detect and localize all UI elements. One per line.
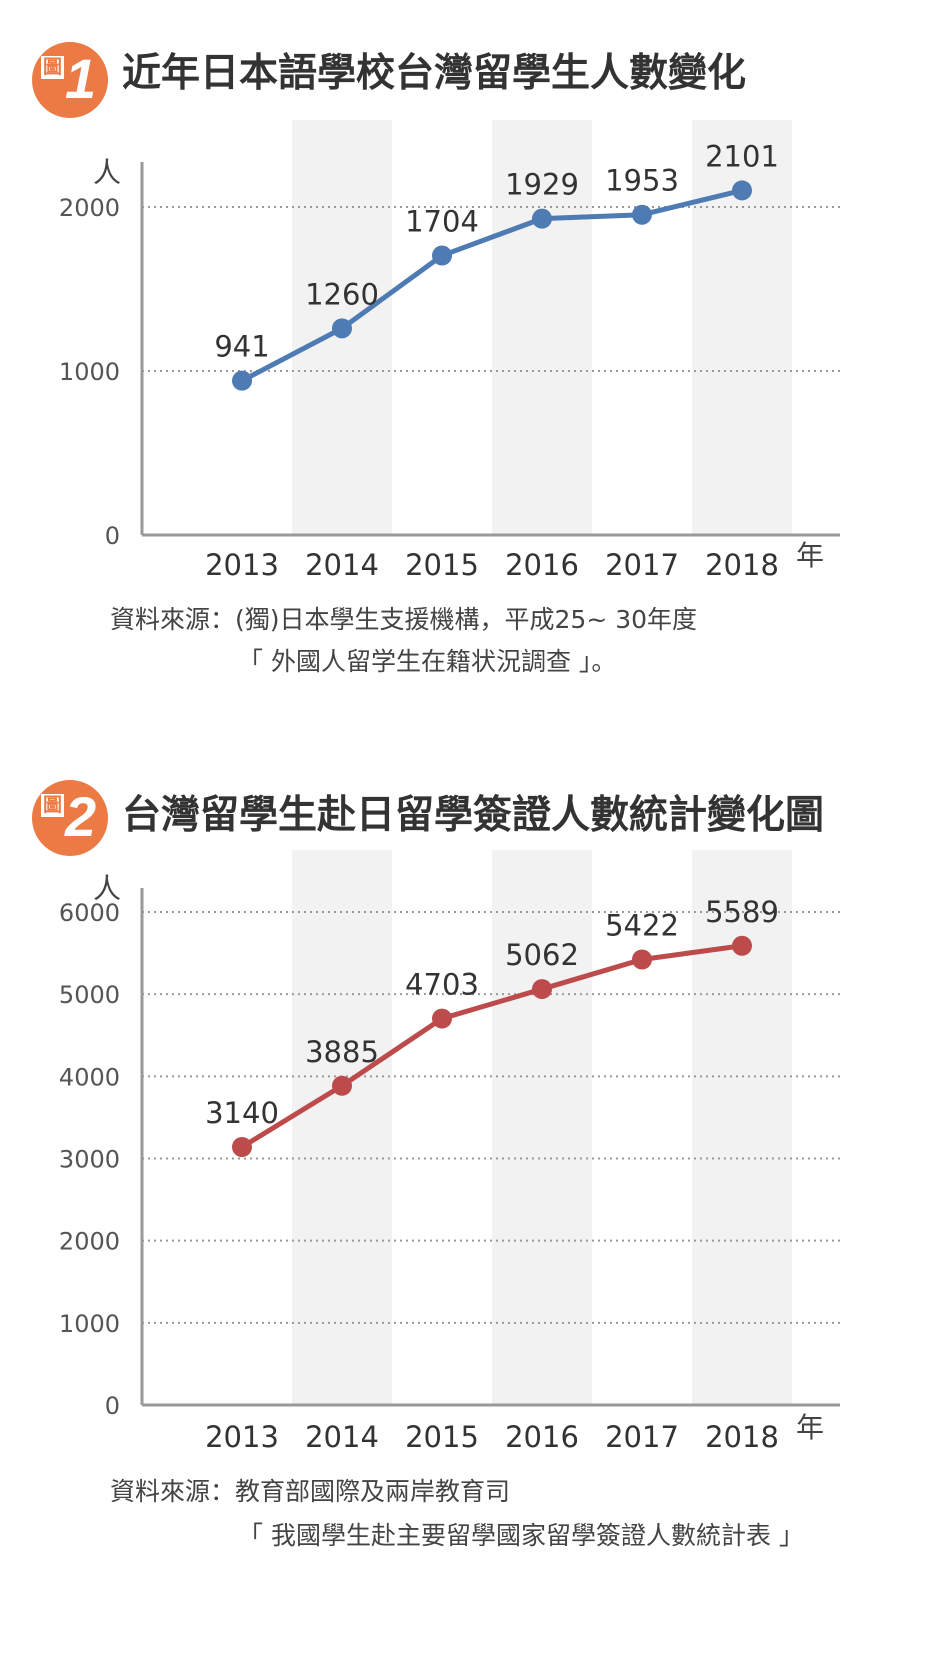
chart1-point-2013 (232, 370, 252, 391)
figure2-source-line2: 「 我國學生赴主要留學國家留學簽證人數統計表 」 (238, 1521, 804, 1550)
chart1-data-label-2016: 1929 (505, 168, 579, 202)
chart2-data-label-2016: 5062 (505, 938, 579, 972)
chart1-point-2016 (532, 208, 552, 229)
chart2-data-label-2014: 3885 (305, 1035, 379, 1069)
figure2-badge: 圖 2 (32, 780, 108, 856)
chart2-point-2016 (532, 979, 552, 1000)
chart2-y-tick-4000: 4000 (59, 1063, 120, 1091)
chart1-y-tick-1000: 1000 (59, 358, 120, 386)
chart2-data-label-2013: 3140 (205, 1096, 279, 1130)
chart1-point-2017 (632, 204, 652, 225)
figure1-badge-number: 1 (65, 47, 97, 110)
chart1-x-tick-2017: 2017 (605, 548, 679, 582)
chart2-x-tick-2015: 2015 (405, 1420, 479, 1454)
chart2-x-tick-2014: 2014 (305, 1420, 379, 1454)
chart1-x-tick-2016: 2016 (505, 548, 579, 582)
chart1-data-label-2018: 2101 (705, 139, 779, 173)
chart1-x-tick-2014: 2014 (305, 548, 379, 582)
figure1-chart: 0 1000 2000 人年 2013 2014 2015 2016 2017 2018 941 12… (59, 120, 840, 582)
chart2-x-tick-2013: 2013 (205, 1420, 279, 1454)
chart2-y-tick-5000: 5000 (59, 981, 120, 1009)
chart2-x-unit-label: 年 (796, 1411, 824, 1444)
chart2-y-tick-2000: 2000 (59, 1228, 120, 1256)
chart2-band-2014 (292, 850, 392, 1405)
chart1-series-line (240, 188, 743, 383)
chart2-point-2015 (432, 1008, 452, 1029)
chart2-y-tick-6000: 6000 (59, 899, 120, 927)
figure2-badge-number: 2 (65, 785, 97, 848)
chart2-x-tick-2017: 2017 (605, 1420, 679, 1454)
figure2-title: 台灣留學生赴日留學簽證人數統計變化圖 (122, 793, 825, 838)
chart2-x-tick-2016: 2016 (505, 1420, 579, 1454)
chart1-x-tick-2018: 2018 (705, 548, 779, 582)
chart1-y-tick-2000: 2000 (59, 194, 120, 222)
figure1-title: 近年日本語學校台灣留學生人數變化 (122, 51, 747, 96)
chart2-band-2018 (692, 850, 792, 1405)
chart1-data-label-2015: 1704 (405, 205, 479, 239)
chart2-point-2014 (332, 1075, 352, 1096)
chart2-y-unit-label: 人 (93, 872, 121, 905)
chart1-x-unit-label: 年 (796, 539, 824, 572)
figure2-badge-tag: 圖 (41, 794, 65, 817)
chart2-y-tick-0: 0 (105, 1392, 120, 1420)
chart1-y-unit-label: 人 (93, 156, 121, 189)
figure1-source-line1: 資料來源：(獨)日本學生支援機構，平成25~ 30年度 (110, 605, 698, 634)
chart1-data-label-2014: 1260 (305, 277, 379, 311)
figure1-badge-tag: 圖 (41, 56, 65, 79)
chart2-x-tick-2018: 2018 (705, 1420, 779, 1454)
chart2-y-tick-1000: 1000 (59, 1310, 120, 1338)
chart1-data-label-2013: 941 (214, 330, 269, 364)
chart2-point-2013 (232, 1136, 252, 1157)
chart1-y-tick-0: 0 (105, 522, 120, 550)
chart2-point-2017 (632, 949, 652, 970)
chart1-x-tick-2015: 2015 (405, 548, 479, 582)
chart2-data-label-2018: 5589 (705, 895, 779, 929)
chart1-data-label-2017: 1953 (605, 164, 679, 198)
figure1-source-line2: 「 外國人留学生在籍状況調查 」。 (238, 647, 617, 676)
chart1-x-tick-2013: 2013 (205, 548, 279, 582)
chart1-band-2016 (492, 120, 592, 535)
figure1-badge: 圖 1 (32, 42, 108, 118)
chart2-y-tick-3000: 3000 (59, 1146, 120, 1174)
chart2-data-label-2017: 5422 (605, 908, 679, 942)
chart2-band-2016 (492, 850, 592, 1405)
chart1-point-2015 (432, 245, 452, 266)
chart1-point-2018 (732, 180, 752, 201)
chart2-point-2018 (732, 935, 752, 956)
chart2-data-label-2015: 4703 (405, 968, 479, 1002)
chart2-series-line (240, 943, 743, 1150)
figure2-source-line1: 資料來源：教育部國際及兩岸教育司 (110, 1477, 511, 1506)
chart1-point-2014 (332, 318, 352, 339)
